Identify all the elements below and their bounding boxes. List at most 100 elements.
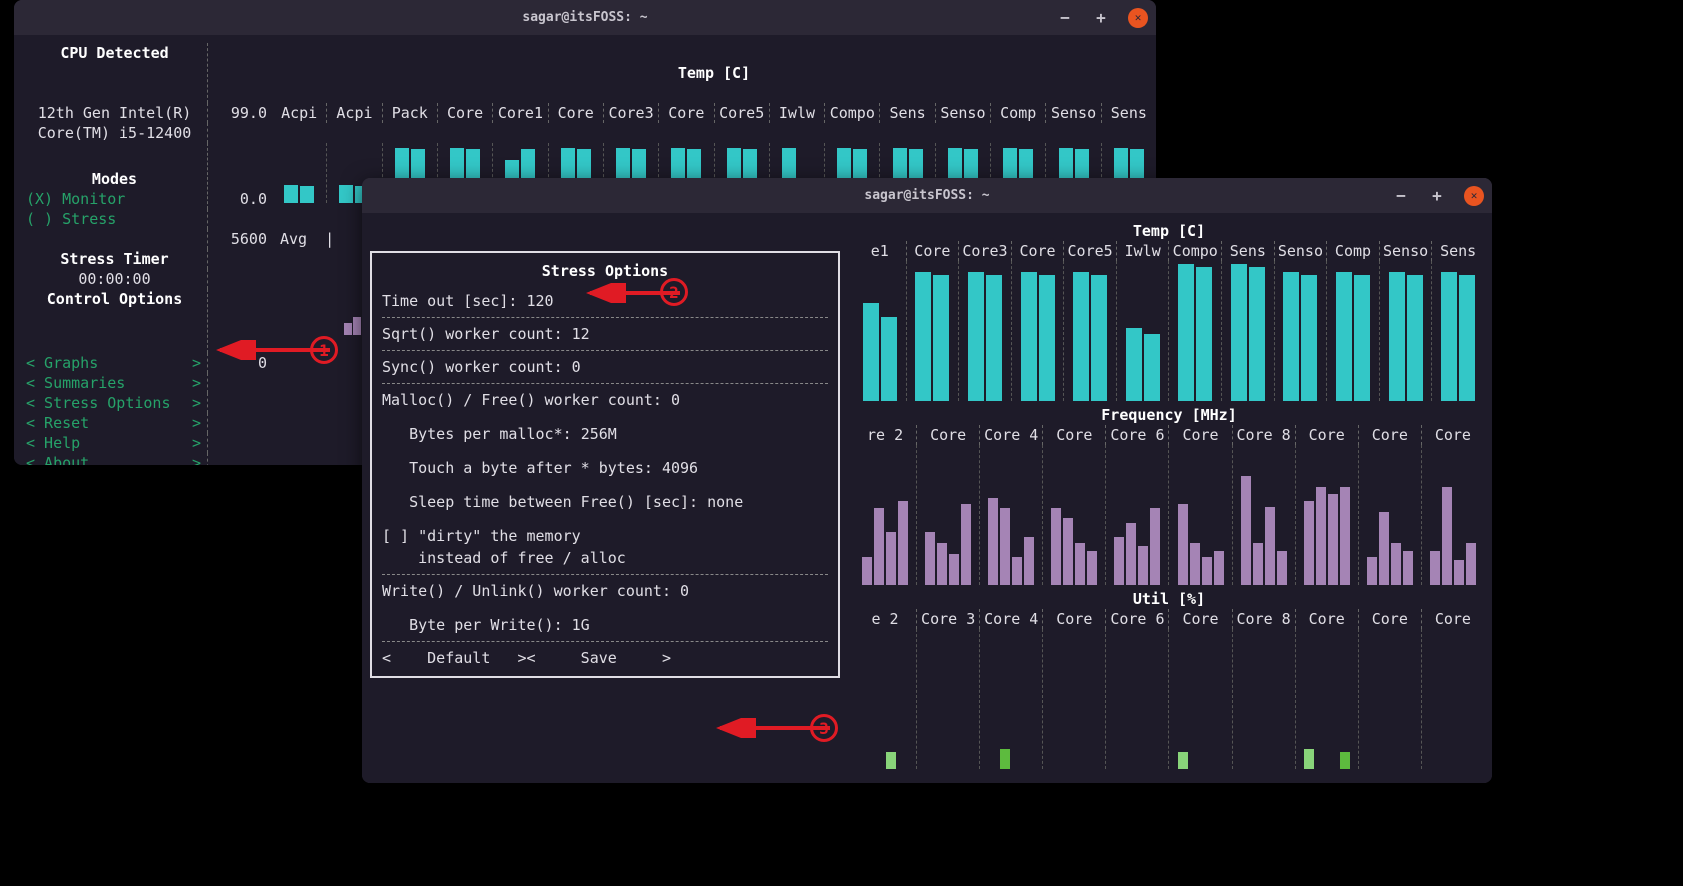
column-label: Core5 <box>1063 241 1116 261</box>
close-button[interactable]: ✕ <box>1464 186 1484 206</box>
bar-group <box>1168 629 1231 769</box>
touch-field[interactable]: Touch a byte after * bytes: 4096 <box>382 458 828 478</box>
bar-group <box>854 629 916 769</box>
column-label: Core 8 <box>1232 609 1295 629</box>
column-label: Core 6 <box>1105 609 1168 629</box>
bar-group <box>979 629 1042 769</box>
column-label: re 2 <box>854 425 916 445</box>
sleep-field[interactable]: Sleep time between Free() [sec]: none <box>382 492 828 512</box>
column-label: Core <box>1358 609 1421 629</box>
temp-bar-chart-2 <box>854 261 1484 401</box>
default-button[interactable]: < Default > <box>382 648 527 668</box>
bar-group <box>1011 261 1064 401</box>
column-label: Core 6 <box>1105 425 1168 445</box>
column-label: Iwlw <box>1116 241 1169 261</box>
malloc-field[interactable]: Malloc() / Free() worker count: 0 <box>382 390 828 410</box>
stress-timer-header: Stress Timer <box>22 249 207 269</box>
modes-header: Modes <box>22 169 207 189</box>
column-label: Sens <box>1221 241 1274 261</box>
column-label: Core <box>1295 609 1358 629</box>
menu-item-about[interactable]: < About> <box>22 453 207 465</box>
column-label: Core <box>916 425 979 445</box>
freq-scale: 5600 <box>217 229 272 249</box>
bar-group <box>1295 629 1358 769</box>
menu-item-summaries[interactable]: < Summaries> <box>22 373 207 393</box>
control-options-header: Control Options <box>22 289 207 353</box>
column-label: Core 8 <box>1232 425 1295 445</box>
bar-group <box>1232 445 1295 585</box>
freq-bar-chart <box>854 445 1484 585</box>
bar-group <box>1105 629 1168 769</box>
maximize-button[interactable]: + <box>1428 187 1446 205</box>
freq-section-title: Frequency [MHz] <box>1101 405 1236 425</box>
temp-column-label: Core <box>658 103 713 123</box>
column-label: Compo <box>1168 241 1221 261</box>
window-title: sagar@itsFOSS: ~ <box>522 10 647 25</box>
menu-item-stress-options[interactable]: < Stress Options> <box>22 393 207 413</box>
column-label: Core 4 <box>979 425 1042 445</box>
bar-group <box>1042 445 1105 585</box>
bytes-malloc-field[interactable]: Bytes per malloc*: 256M <box>382 424 828 444</box>
bar-group <box>1168 445 1231 585</box>
temp-column-label: Sens <box>1101 103 1156 123</box>
bar-group <box>1221 261 1274 401</box>
annotation-1: 1 <box>310 336 338 364</box>
bar-group <box>979 445 1042 585</box>
column-label: e 2 <box>854 609 916 629</box>
bar-group <box>916 445 979 585</box>
menu-item-help[interactable]: < Help> <box>22 433 207 453</box>
bar-group <box>1063 261 1116 401</box>
maximize-button[interactable]: + <box>1092 9 1110 27</box>
temp-column-label: Core <box>548 103 603 123</box>
bar-group <box>1116 261 1169 401</box>
write-field[interactable]: Write() / Unlink() worker count: 0 <box>382 581 828 601</box>
column-label: Core3 <box>958 241 1011 261</box>
temp-column-label: Pack <box>382 103 437 123</box>
minimize-button[interactable]: − <box>1056 9 1074 27</box>
temp-column-label: Core1 <box>492 103 547 123</box>
window-title: sagar@itsFOSS: ~ <box>864 188 989 203</box>
column-label: Comp <box>1326 241 1379 261</box>
minimize-button[interactable]: − <box>1392 187 1410 205</box>
cpu-line1: 12th Gen Intel(R) <box>22 103 207 123</box>
terminal-window-front: sagar@itsFOSS: ~ − + ✕ Temp [C] e1CoreCo… <box>362 178 1492 783</box>
close-button[interactable]: ✕ <box>1128 8 1148 28</box>
temp-column-label: Core <box>437 103 492 123</box>
annotation-2: 2 <box>660 278 688 306</box>
cpu-line2: Core(TM) i5-12400 <box>22 123 207 143</box>
sqrt-field[interactable]: Sqrt() worker count: 12 <box>382 324 828 344</box>
bar-group <box>958 261 1011 401</box>
terminal-body-2: Temp [C] e1CoreCore3CoreCore5IwlwCompoSe… <box>362 213 1492 783</box>
temp-column-label: Comp <box>990 103 1045 123</box>
titlebar[interactable]: sagar@itsFOSS: ~ − + ✕ <box>362 178 1492 213</box>
column-label: Sens <box>1431 241 1484 261</box>
temp-scale-bottom: 0.0 <box>240 189 267 209</box>
dirty-checkbox[interactable]: [ ] "dirty" the memory <box>382 526 828 546</box>
menu-item-graphs[interactable]: < Graphs> <box>22 353 207 373</box>
stress-options-dialog: Stress Options Time out [sec]: 120 Sqrt(… <box>370 251 840 678</box>
bar-group <box>1232 629 1295 769</box>
annotation-3: 3 <box>810 714 838 742</box>
bar-group <box>1379 261 1432 401</box>
dirty-line2: instead of free / alloc <box>382 548 828 568</box>
bar-group <box>1168 261 1221 401</box>
column-label: Core <box>1042 425 1105 445</box>
byte-write-field[interactable]: Byte per Write(): 1G <box>382 615 828 635</box>
column-label: Core <box>1421 425 1484 445</box>
bar-group <box>1421 445 1484 585</box>
titlebar[interactable]: sagar@itsFOSS: ~ − + ✕ <box>14 0 1156 35</box>
column-label: Core <box>906 241 959 261</box>
bar-group <box>854 445 916 585</box>
temp-column-label: Core5 <box>714 103 769 123</box>
menu-item-reset[interactable]: < Reset> <box>22 413 207 433</box>
temp-column-label: Iwlw <box>769 103 824 123</box>
mode-monitor[interactable]: (X) Monitor <box>22 189 125 209</box>
temp-column-label: Acpi <box>326 103 381 123</box>
save-button[interactable]: < Save > <box>527 648 672 668</box>
temp-section-title-2: Temp [C] <box>1133 221 1205 241</box>
bar-group <box>1326 261 1379 401</box>
cpu-detected-header: CPU Detected <box>22 43 207 103</box>
sync-field[interactable]: Sync() worker count: 0 <box>382 357 828 377</box>
column-label: Core <box>1168 425 1231 445</box>
bar-group <box>1421 629 1484 769</box>
